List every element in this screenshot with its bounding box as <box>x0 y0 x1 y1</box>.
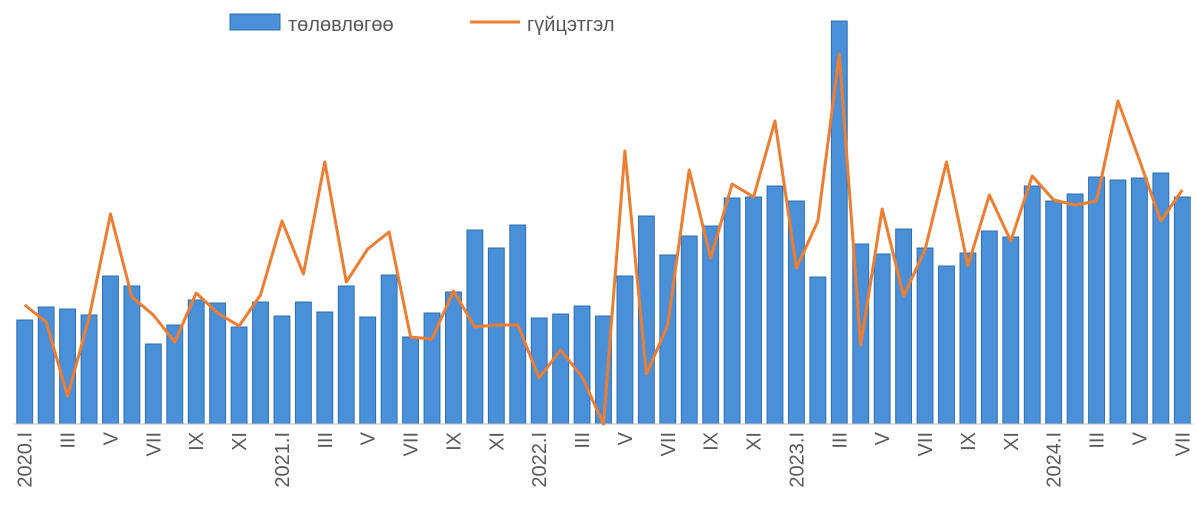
bar <box>487 247 505 425</box>
x-tick-label: VII <box>401 432 423 456</box>
legend-label: гүйцэтгэл <box>527 14 615 36</box>
bar <box>102 275 119 425</box>
x-tick-label: VII <box>143 432 165 456</box>
bar <box>980 230 998 425</box>
bar <box>337 285 355 425</box>
bar <box>680 235 698 425</box>
bar <box>916 247 934 425</box>
bar <box>616 275 634 425</box>
x-tick-label: VII <box>1172 432 1194 456</box>
bar <box>766 185 784 425</box>
x-tick-label: XI <box>1001 432 1023 451</box>
bar <box>1045 200 1063 425</box>
bar <box>294 301 312 425</box>
bar <box>59 308 77 425</box>
x-tick-label: 2022.I <box>529 432 551 488</box>
bar <box>1023 185 1041 425</box>
bar <box>1066 193 1084 425</box>
bar <box>1130 177 1148 425</box>
bar <box>252 301 269 425</box>
bar <box>809 276 827 425</box>
legend-label: төлөвлөгөө <box>288 14 394 36</box>
bar <box>144 343 162 425</box>
x-tick-label: IX <box>701 432 723 451</box>
x-tick-label: III <box>572 432 594 449</box>
bar <box>895 228 913 425</box>
x-tick-label: IX <box>443 432 465 451</box>
legend-bar-swatch <box>229 13 281 31</box>
bar <box>16 319 34 425</box>
bar <box>402 336 420 425</box>
x-tick-label: VII <box>915 432 937 456</box>
bar <box>380 274 398 425</box>
bar <box>445 291 462 425</box>
bar <box>830 20 848 425</box>
x-tick-label: III <box>315 432 337 449</box>
bar <box>80 314 98 425</box>
x-tick-label: XI <box>486 432 508 451</box>
x-tick-label: 2024.I <box>1044 432 1066 488</box>
x-tick-label: V <box>1129 431 1151 445</box>
bar <box>209 302 227 425</box>
x-tick-label: XI <box>744 432 766 451</box>
bar <box>187 299 205 425</box>
bar <box>959 252 977 425</box>
bar <box>552 313 570 425</box>
x-tick-label: 2020.I <box>15 432 37 488</box>
bar <box>938 265 955 425</box>
bar <box>1002 236 1020 425</box>
x-tick-label: 2021.I <box>272 432 294 488</box>
x-tick-label: V <box>358 431 380 445</box>
x-tick-label: III <box>829 432 851 449</box>
x-tick-label: V <box>100 431 122 445</box>
x-tick-label: 2023.I <box>786 432 808 488</box>
line <box>23 52 1184 426</box>
x-tick-label: VII <box>658 432 680 456</box>
bar <box>1109 179 1127 425</box>
x-tick-label: IX <box>958 432 980 451</box>
bar <box>723 197 741 425</box>
bar <box>873 253 891 425</box>
bar <box>745 196 762 425</box>
x-tick-label: V <box>615 431 637 445</box>
bar <box>316 311 334 425</box>
bar <box>1173 196 1191 425</box>
x-tick-label: III <box>1087 432 1109 449</box>
bar <box>273 315 291 425</box>
x-tick-label: III <box>58 432 80 449</box>
x-tick-label: V <box>872 431 894 445</box>
bar <box>359 316 377 425</box>
bar <box>573 305 591 425</box>
x-tick-label: IX <box>186 432 208 451</box>
bar <box>123 285 141 425</box>
bar <box>1088 176 1105 425</box>
x-tick-label: XI <box>229 432 251 451</box>
bar <box>230 326 248 425</box>
